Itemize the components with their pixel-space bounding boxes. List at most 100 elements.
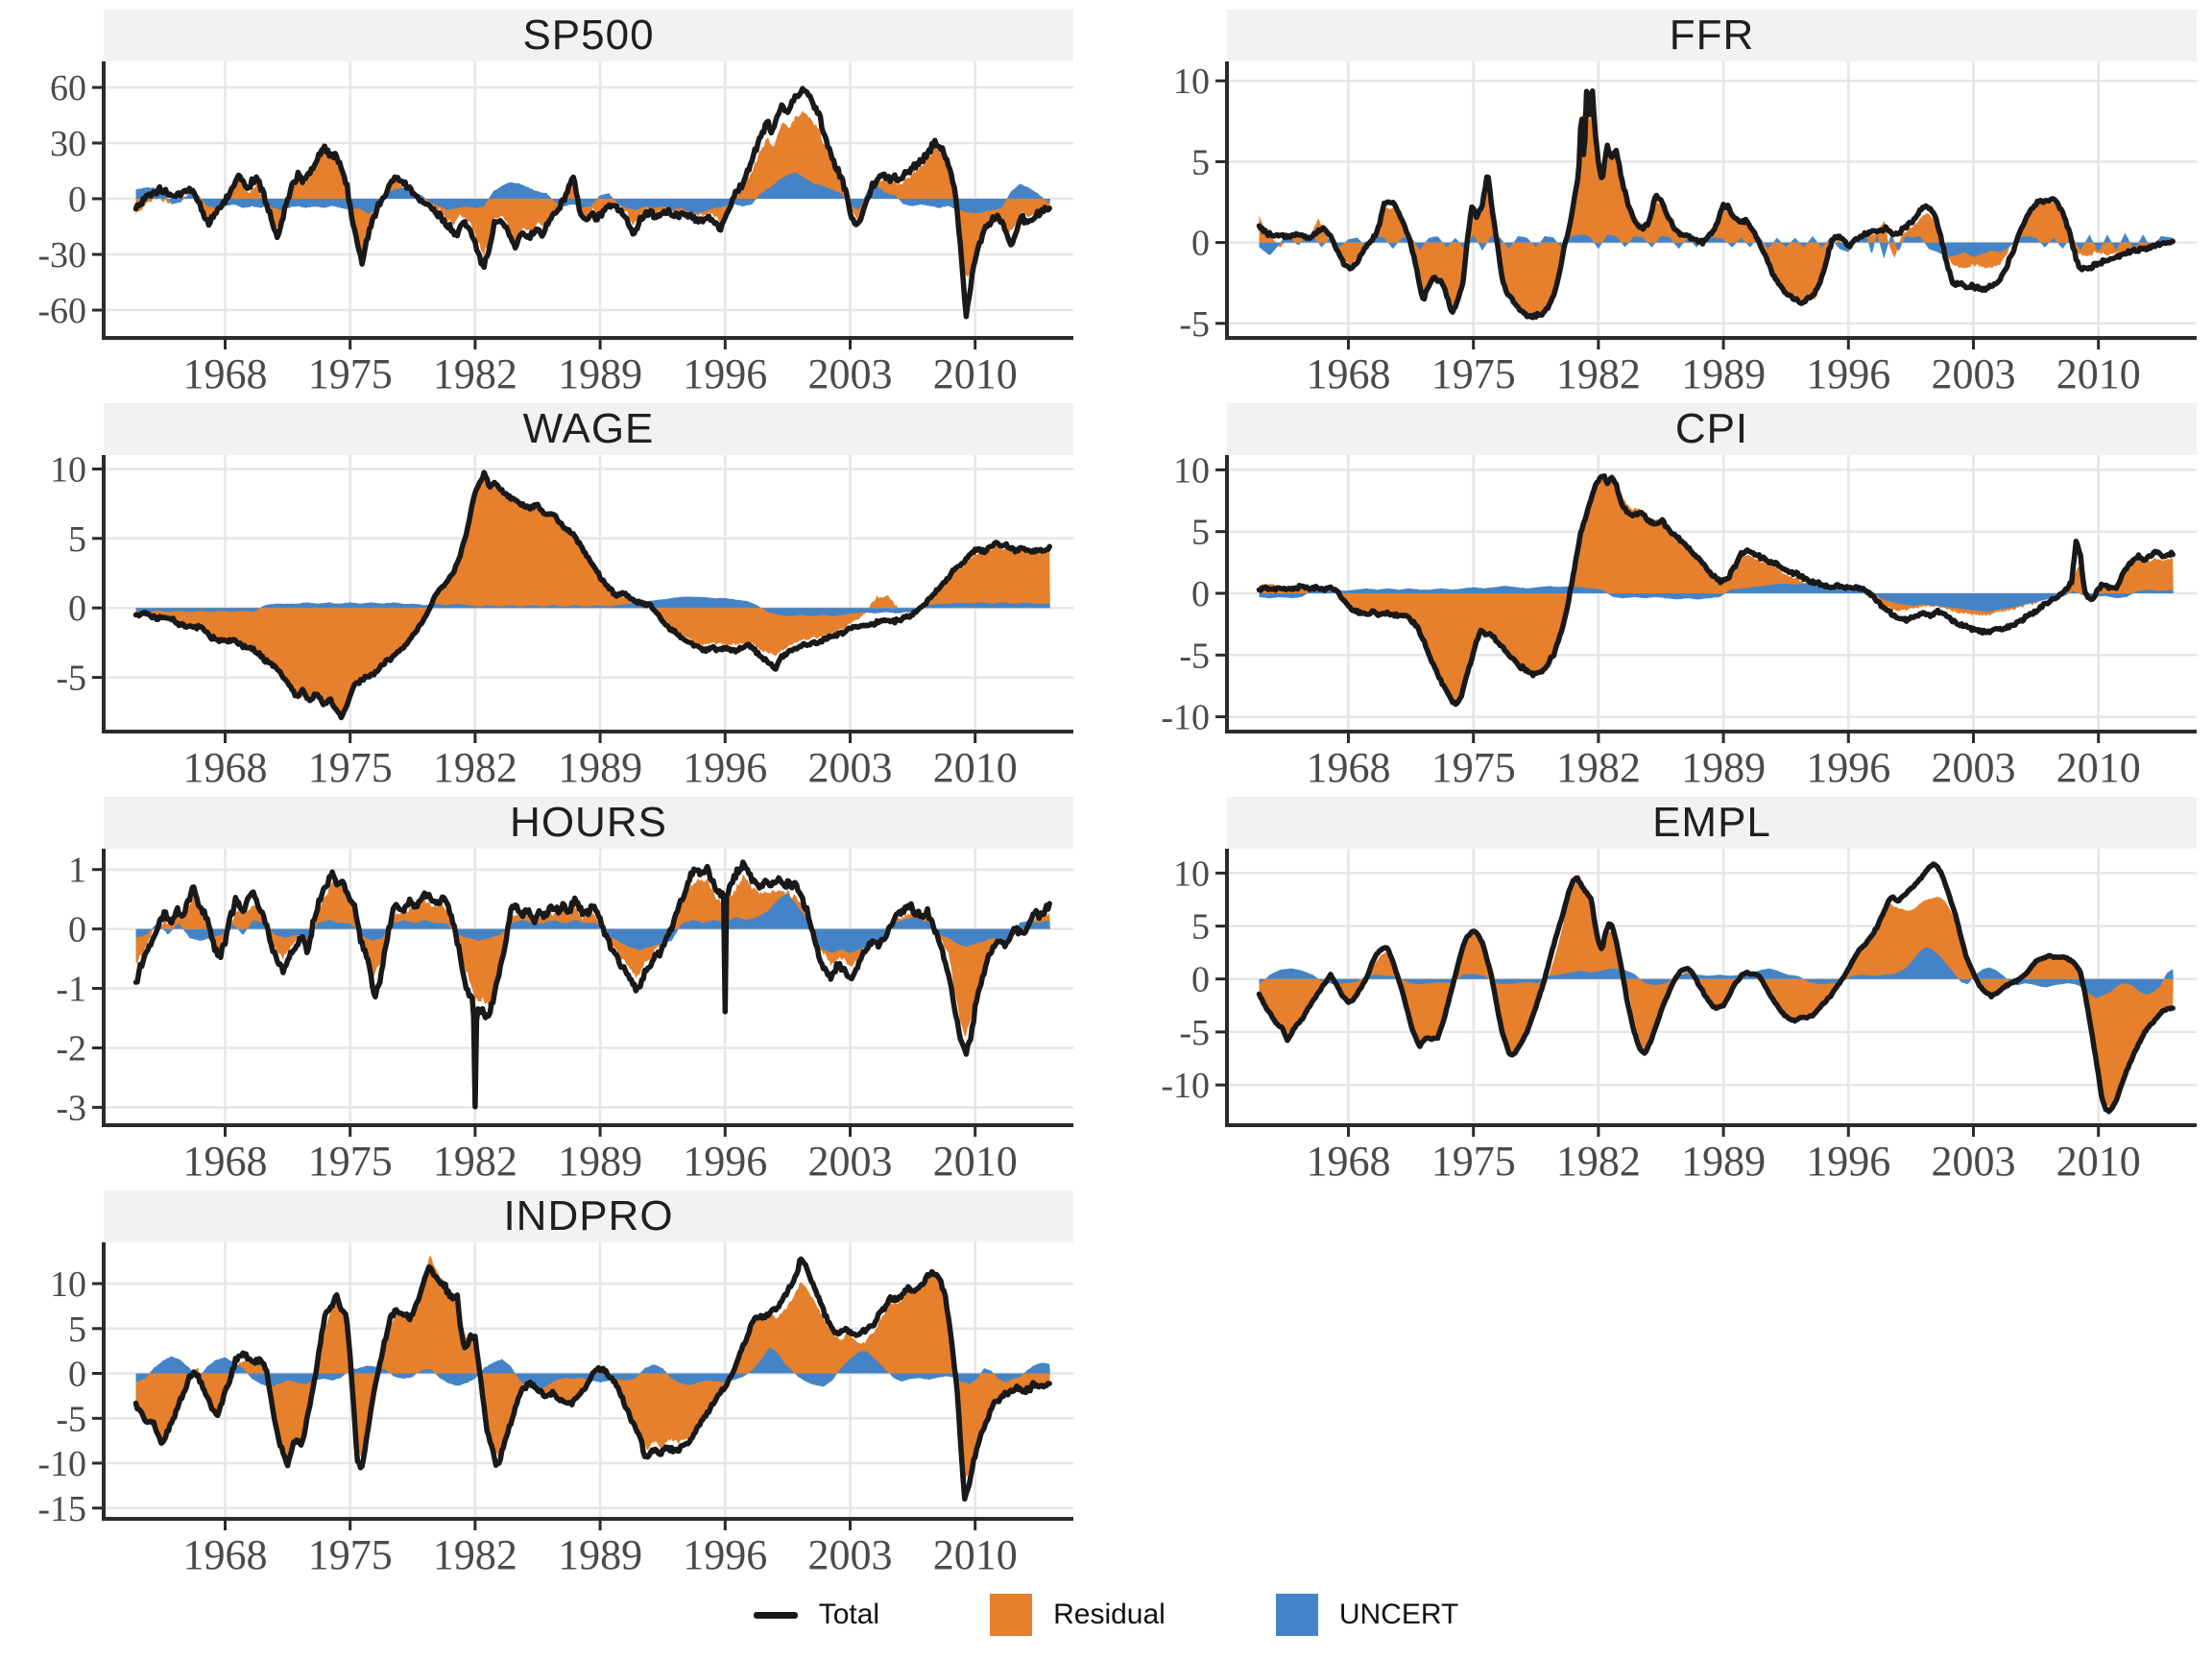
- legend-label-total: Total: [818, 1599, 880, 1630]
- y-tick-label: 10: [1173, 61, 1210, 102]
- uncert-area: [1259, 583, 2174, 613]
- y-tick-label: 0: [68, 589, 86, 629]
- facet-title: HOURS: [510, 799, 667, 846]
- residual-area: [1259, 477, 2174, 706]
- x-tick-label: 1996: [683, 1531, 767, 1578]
- facet-strip-empl: EMPL: [1227, 797, 2197, 849]
- facet-title: FFR: [1669, 12, 1755, 59]
- facet-title: INDPRO: [503, 1192, 674, 1239]
- facet-title: EMPL: [1652, 799, 1771, 846]
- x-tick-label: 1968: [183, 350, 268, 397]
- x-tick-label: 1968: [1307, 1138, 1391, 1185]
- panel-wage: WAGE 1968 1975 1982 1989 1996 2003 2010 -5 0 5 10: [19, 403, 1073, 791]
- x-tick-label: 1989: [1681, 1138, 1766, 1185]
- y-tick-label: -1: [56, 970, 86, 1010]
- y-tick-label: -5: [1179, 304, 1210, 345]
- panel-cpi: CPI 1968 1975 1982 1989 1996 2003 2010 -10 -5 0 5 10: [1142, 403, 2197, 791]
- panel-ffr: FFR 1968 1975 1982 1989 1996 2003 2010 -5 0 5 10: [1142, 10, 2197, 397]
- uncert-area: [135, 596, 1050, 616]
- x-tick-label: 1989: [558, 1531, 642, 1578]
- y-tick-label: 30: [50, 124, 86, 164]
- facet-strip-indpro: INDPRO: [104, 1190, 1073, 1242]
- x-tick-label: 2010: [2056, 744, 2141, 791]
- total-line: [132, 859, 1052, 1110]
- y-tick-label: -3: [56, 1088, 86, 1128]
- x-tick-label: 2010: [2056, 350, 2141, 397]
- total-line: [132, 1256, 1052, 1503]
- x-tick-label: 1975: [308, 1531, 393, 1578]
- x-tick-label: 1996: [1806, 350, 1890, 397]
- x-tick-label: 1982: [1556, 1138, 1641, 1185]
- x-tick-label: 1975: [1431, 744, 1516, 791]
- y-tick-label: 5: [1191, 907, 1210, 948]
- residual-area: [135, 1255, 1050, 1481]
- residual-area: [1259, 875, 2174, 1107]
- x-tick-label: 2003: [1932, 1138, 2016, 1185]
- x-tick-label: 2003: [1932, 744, 2016, 791]
- x-tick-label: 2003: [808, 350, 893, 397]
- x-tick-label: 1975: [308, 350, 393, 397]
- y-tick-label: 10: [50, 455, 86, 491]
- x-tick-label: 1989: [558, 744, 642, 791]
- x-tick-label: 2003: [808, 744, 893, 791]
- x-tick-label: 2010: [933, 1138, 1018, 1185]
- y-tick-label: 5: [1191, 142, 1210, 182]
- y-tick-label: 0: [1191, 574, 1210, 614]
- x-tick-label: 2003: [808, 1531, 893, 1578]
- cpi-chart: 1968 1975 1982 1989 1996 2003 2010 -10 -5 0 5 10: [1161, 455, 2197, 791]
- total-line: [1256, 473, 2176, 708]
- y-tick-label: -5: [1179, 636, 1210, 676]
- y-tick-label: -30: [37, 235, 86, 276]
- y-tick-label: -10: [37, 1444, 86, 1484]
- facet-title: SP500: [522, 12, 655, 59]
- x-tick-label: 1968: [183, 744, 268, 791]
- facet-title: CPI: [1674, 405, 1749, 452]
- facet-strip-wage: WAGE: [104, 403, 1073, 455]
- facet-strip-hours: HOURS: [104, 797, 1073, 849]
- facet-strip-ffr: FFR: [1227, 10, 2197, 61]
- x-tick-label: 1975: [1431, 1138, 1516, 1185]
- x-tick-label: 1968: [183, 1531, 268, 1578]
- x-tick-label: 1982: [433, 1138, 517, 1185]
- y-tick-label: 0: [1191, 960, 1210, 1000]
- panel-empl: EMPL 1968 1975 1982 1989 1996 2003 2010 -10 -5 0 5 1…: [1142, 797, 2197, 1185]
- y-tick-label: -60: [37, 291, 86, 331]
- x-tick-label: 1982: [433, 350, 517, 397]
- x-tick-label: 2010: [933, 350, 1018, 397]
- panel-hours: HOURS 1968 1975 1982 1989 1996 2003 2010 -3 -2 -1 0…: [19, 797, 1073, 1185]
- x-tick-label: 1982: [1556, 350, 1641, 397]
- x-tick-label: 1975: [308, 1138, 393, 1185]
- y-tick-label: 60: [50, 68, 86, 108]
- facet-strip-sp500: SP500: [104, 10, 1073, 61]
- facet-strip-cpi: CPI: [1227, 403, 2197, 455]
- x-tick-label: 1989: [1681, 744, 1766, 791]
- legend-label-uncert: UNCERT: [1338, 1599, 1459, 1630]
- x-tick-label: 1968: [1307, 350, 1391, 397]
- x-tick-label: 2003: [808, 1138, 893, 1185]
- hours-chart: 1968 1975 1982 1989 1996 2003 2010 -3 -2 -1 0 1: [56, 849, 1073, 1185]
- legend-item-total: Total: [753, 1599, 880, 1631]
- residual-swatch-icon: [990, 1594, 1033, 1636]
- x-tick-label: 1989: [558, 1138, 642, 1185]
- y-tick-label: 0: [68, 910, 86, 950]
- y-tick-label: 0: [68, 180, 86, 220]
- x-tick-label: 1996: [683, 744, 767, 791]
- y-tick-label: -5: [56, 1399, 86, 1439]
- x-tick-label: 1982: [433, 1531, 517, 1578]
- ffr-chart: 1968 1975 1982 1989 1996 2003 2010 -5 0 5 10: [1173, 61, 2197, 397]
- y-tick-label: 10: [50, 1264, 86, 1305]
- total-line: [132, 469, 1052, 721]
- residual-area: [135, 110, 1050, 277]
- legend-item-uncert: UNCERT: [1275, 1594, 1459, 1636]
- y-tick-label: 0: [1191, 224, 1210, 264]
- y-tick-label: 5: [1191, 513, 1210, 553]
- uncert-area: [1259, 947, 2174, 998]
- uncert-area: [135, 892, 1050, 953]
- x-tick-label: 1982: [433, 744, 517, 791]
- y-tick-label: -5: [56, 659, 86, 699]
- empty-cell: [1142, 1190, 2197, 1578]
- x-tick-label: 1982: [1556, 744, 1641, 791]
- x-tick-label: 2010: [2056, 1138, 2141, 1185]
- legend-item-residual: Residual: [990, 1594, 1166, 1636]
